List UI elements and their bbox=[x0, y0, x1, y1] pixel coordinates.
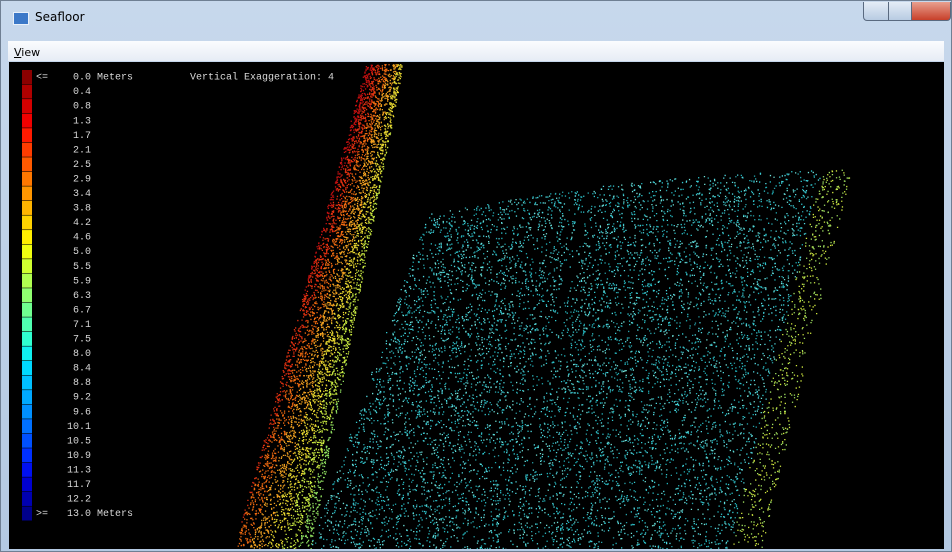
legend-label: 0.8 bbox=[73, 102, 91, 113]
legend-label: 5.5 bbox=[73, 262, 91, 273]
legend-label: 12.2 bbox=[67, 495, 91, 506]
legend-swatch bbox=[22, 419, 32, 434]
viewport-background bbox=[9, 62, 944, 549]
legend-label: 9.2 bbox=[73, 393, 91, 404]
legend-label: 10.9 bbox=[67, 451, 91, 462]
legend-swatch bbox=[22, 302, 32, 317]
legend-label: 2.9 bbox=[73, 174, 91, 185]
legend-swatch bbox=[22, 346, 32, 361]
legend-swatch bbox=[22, 273, 32, 288]
legend-label: 10.5 bbox=[67, 436, 91, 447]
legend-swatch bbox=[22, 99, 32, 114]
legend-label: 6.7 bbox=[73, 305, 91, 316]
window-title: Seafloor bbox=[35, 10, 85, 24]
point-cloud-dots bbox=[237, 64, 390, 547]
app-icon bbox=[13, 12, 29, 25]
minimize-button[interactable] bbox=[863, 2, 889, 21]
legend-label: 7.5 bbox=[73, 335, 91, 346]
legend-label: 10.1 bbox=[67, 422, 91, 433]
point-cloud-dots bbox=[323, 174, 815, 549]
legend-swatch bbox=[22, 506, 32, 521]
legend-swatch bbox=[22, 317, 32, 332]
legend-label: 13.0 Meters bbox=[67, 509, 133, 520]
menu-item[interactable]: View bbox=[14, 46, 41, 59]
legend-swatch bbox=[22, 171, 32, 186]
depth-legend: 0.0 Meters 0.4 0.8 1.3 1.7 2.1 2.5 2.9 3.4 3.8 4.2… bbox=[22, 70, 133, 521]
legend-swatch bbox=[22, 157, 32, 172]
legend-label: 11.7 bbox=[67, 480, 91, 491]
legend-label: 2.5 bbox=[73, 160, 91, 171]
legend-swatch bbox=[22, 200, 32, 215]
point-cloud-dots bbox=[250, 64, 399, 549]
legend-label: 8.0 bbox=[73, 349, 91, 360]
legend-swatch bbox=[22, 404, 32, 419]
legend-label: 8.4 bbox=[73, 364, 91, 375]
legend-swatch bbox=[22, 113, 32, 128]
seafloor-viewport: Vertical Exaggeration: 4 0.0 Meters0.40.… bbox=[9, 62, 944, 549]
legend-swatch bbox=[22, 230, 32, 245]
point-cloud-dots bbox=[303, 64, 374, 296]
title-bar: Seafloor bbox=[1, 1, 951, 35]
legend-swatch bbox=[22, 215, 32, 230]
legend-swatch bbox=[22, 244, 32, 259]
legend-swatch bbox=[22, 491, 32, 506]
legend-label: 11.3 bbox=[67, 465, 91, 476]
legend-swatch bbox=[22, 331, 32, 346]
legend-label: 9.6 bbox=[73, 407, 91, 418]
legend-swatch bbox=[22, 433, 32, 448]
point-cloud bbox=[237, 64, 851, 549]
legend-label: 2.1 bbox=[73, 145, 91, 156]
legend-label: 3.8 bbox=[73, 204, 91, 215]
legend-swatch bbox=[22, 128, 32, 143]
legend-label: 5.0 bbox=[73, 247, 91, 258]
legend-label: 0.4 bbox=[73, 87, 91, 98]
legend-label: 3.4 bbox=[73, 189, 91, 200]
legend-swatch bbox=[22, 84, 32, 99]
legend-label: 4.6 bbox=[73, 233, 91, 244]
legend-label: 6.3 bbox=[73, 291, 91, 302]
legend-label: 1.7 bbox=[73, 131, 91, 142]
legend-label: 8.8 bbox=[73, 378, 91, 389]
legend-label: 0.0 Meters bbox=[73, 73, 133, 84]
legend-swatch bbox=[22, 361, 32, 375]
maximize-button[interactable] bbox=[888, 2, 912, 21]
legend-swatch bbox=[22, 288, 32, 303]
legend-swatch bbox=[22, 142, 32, 157]
legend-swatch bbox=[22, 477, 32, 492]
close-button[interactable] bbox=[911, 2, 951, 21]
legend-swatch bbox=[22, 70, 32, 84]
legend-swatch bbox=[22, 186, 32, 201]
legend-swatch bbox=[22, 390, 32, 405]
legend-max-prefix: >= bbox=[36, 509, 48, 520]
legend-label: 4.2 bbox=[73, 218, 91, 229]
menu-bar: View bbox=[8, 41, 944, 61]
legend-label: 7.1 bbox=[73, 320, 91, 331]
legend-min-prefix: <= bbox=[36, 73, 48, 84]
legend-label: 5.9 bbox=[73, 276, 91, 287]
legend-label: 1.3 bbox=[73, 116, 91, 127]
legend-swatch bbox=[22, 375, 32, 390]
exaggeration-label: Vertical Exaggeration: 4 bbox=[190, 72, 334, 84]
legend-swatch bbox=[22, 259, 32, 274]
legend-swatch bbox=[22, 448, 32, 463]
legend-swatch bbox=[22, 462, 32, 477]
